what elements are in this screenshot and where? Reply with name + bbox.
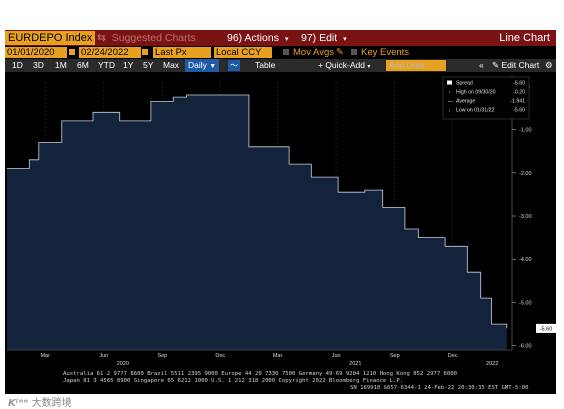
pencil-icon: ✎ xyxy=(492,60,500,70)
legend-spread-label: Spread xyxy=(456,81,473,87)
footer-session-info: SN 169910 G657-6344-1 24-Feb-22 20:30:35… xyxy=(350,385,529,391)
bloomberg-terminal: EURDEPO Index ⇆ Suggested Charts 96) Act… xyxy=(5,30,556,394)
y-tick-label: -1.00 xyxy=(519,128,532,134)
suggested-charts-icon: ⇆ xyxy=(97,32,106,44)
field-selector[interactable]: Last Px xyxy=(153,47,211,58)
gear-icon[interactable]: ⚙ xyxy=(545,60,553,70)
legend-low-label: Low on 01/31/22 xyxy=(456,108,494,114)
watermark: K⁽ᵒᵒ 大数跨境 xyxy=(8,394,72,409)
chevron-down-icon: ▾ xyxy=(367,64,371,70)
ticker-box[interactable]: EURDEPO Index xyxy=(5,31,96,45)
chevron-down-icon: ▾ xyxy=(343,36,347,43)
chart-style-icon[interactable]: 〜 xyxy=(228,60,240,71)
y-tick-label: -6.00 xyxy=(519,344,532,350)
pencil-icon[interactable]: ✎ xyxy=(336,47,344,58)
area-series xyxy=(7,94,508,350)
chart-type-label: Line Chart xyxy=(499,32,550,44)
period-6m[interactable]: 6M xyxy=(77,60,89,70)
edit-menu[interactable]: 97) Edit ▾ xyxy=(301,30,347,48)
legend-low-value: -5.60 xyxy=(513,108,525,114)
edit-label: 97) Edit xyxy=(301,32,338,44)
y-tick-label: -2.00 xyxy=(519,171,532,177)
edit-chart-button[interactable]: ✎ Edit Chart xyxy=(492,59,539,72)
suggested-charts-button[interactable]: ⇆ Suggested Charts xyxy=(97,30,196,46)
x-tick-label: Mar xyxy=(273,353,283,359)
legend-high-value: -0.20 xyxy=(513,90,525,96)
up-arrow-icon: ↑ xyxy=(448,90,451,96)
start-date-field[interactable]: 01/01/2020 xyxy=(5,47,67,58)
periodicity-label: Daily xyxy=(188,60,207,70)
calendar-icon[interactable] xyxy=(142,49,148,55)
collapse-icon[interactable]: « xyxy=(479,60,484,70)
area-fill xyxy=(7,95,507,350)
x-tick-label: Dec xyxy=(448,353,458,359)
period-5y[interactable]: 5Y xyxy=(143,60,154,70)
currency-selector[interactable]: Local CCY xyxy=(214,47,272,58)
period-1m[interactable]: 1M xyxy=(55,60,67,70)
footer-contacts: Australia 61 2 9777 8600 Brazil 5511 239… xyxy=(63,371,458,377)
period-1y[interactable]: 1Y xyxy=(123,60,134,70)
dash-icon: — xyxy=(448,99,453,105)
watermark-logo-icon: K⁽ᵒᵒ xyxy=(8,398,29,409)
triangle-down-icon: ▼ xyxy=(209,63,217,70)
last-value-tag: -5.60 xyxy=(536,323,556,333)
period-1d[interactable]: 1D xyxy=(12,60,23,70)
end-date-field[interactable]: 02/24/2022 xyxy=(79,47,141,58)
line-chart[interactable]: 0.00-1.00-2.00-3.00-4.00-5.00-6.00 MarJu… xyxy=(5,72,556,370)
footer-contacts-2: Japan 81 3 4565 8900 Singapore 65 6212 1… xyxy=(63,378,404,384)
legend-swatch xyxy=(447,80,452,85)
legend-spread-value: -5.60 xyxy=(513,81,525,87)
x-year-label: 2021 xyxy=(349,361,361,367)
periodicity-dropdown[interactable]: Daily ▼ xyxy=(185,59,220,73)
x-tick-label: Mar xyxy=(40,353,50,359)
quick-add-button[interactable]: + Quick-Add ▾ xyxy=(318,59,370,74)
suggested-charts-label: Suggested Charts xyxy=(111,32,196,44)
x-tick-label: Jun xyxy=(99,353,108,359)
last-value-box xyxy=(536,323,556,333)
footer: Australia 61 2 9777 8600 Brazil 5511 239… xyxy=(5,370,556,394)
legend-average-value: -1.941 xyxy=(510,99,525,105)
top-toolbar: EURDEPO Index ⇆ Suggested Charts 96) Act… xyxy=(5,30,556,46)
y-tick-label: -3.00 xyxy=(519,214,532,220)
legend: Spread -5.60 ↑ High on 09/30/20 -0.20 — … xyxy=(442,76,530,120)
key-events-checkbox[interactable] xyxy=(351,49,357,55)
legend-average-label: Average xyxy=(456,99,475,105)
period-ytd[interactable]: YTD xyxy=(98,60,115,70)
x-year-label: 2022 xyxy=(486,361,498,367)
quick-add-label: + Quick-Add xyxy=(318,60,366,70)
y-tick-label: -5.00 xyxy=(519,300,532,306)
x-tick-label: Sep xyxy=(390,353,400,359)
mov-avgs-checkbox[interactable] xyxy=(283,49,289,55)
y-tick-label: -4.00 xyxy=(519,257,532,263)
period-3d[interactable]: 3D xyxy=(33,60,44,70)
edit-chart-label: Edit Chart xyxy=(501,60,540,70)
add-data-input[interactable]: Add Data xyxy=(386,60,446,71)
actions-label: 96) Actions xyxy=(227,32,279,44)
legend-high-label: High on 09/30/20 xyxy=(456,90,496,96)
x-tick-label: Sep xyxy=(157,353,167,359)
actions-menu[interactable]: 96) Actions ▾ xyxy=(227,30,288,48)
period-row: 1D 3D 1M 6M YTD 1Y 5Y Max Daily ▼ 〜 Tabl… xyxy=(5,59,556,74)
x-year-label: 2020 xyxy=(117,361,129,367)
last-value-label: -5.60 xyxy=(540,326,553,332)
x-tick-label: Dec xyxy=(215,353,225,359)
x-tick-label: Jun xyxy=(332,353,341,359)
key-events-label: Key Events xyxy=(361,47,410,58)
mov-avgs-label: Mov Avgs xyxy=(293,47,335,58)
watermark-text: 大数跨境 xyxy=(31,398,72,409)
x-axis: Mar Jun Sep Dec Mar Jun Sep Dec 2020 2021 2022 xyxy=(7,349,512,367)
series-line-spread xyxy=(7,94,508,329)
period-max[interactable]: Max xyxy=(163,60,180,70)
chevron-down-icon: ▾ xyxy=(284,36,289,43)
legend-box xyxy=(442,76,530,120)
calendar-icon[interactable] xyxy=(69,49,75,55)
table-button[interactable]: Table xyxy=(255,60,276,70)
down-arrow-icon: ↓ xyxy=(448,108,451,114)
parameter-row: 01/01/2020 02/24/2022 Last Px Local CCY … xyxy=(5,46,556,59)
